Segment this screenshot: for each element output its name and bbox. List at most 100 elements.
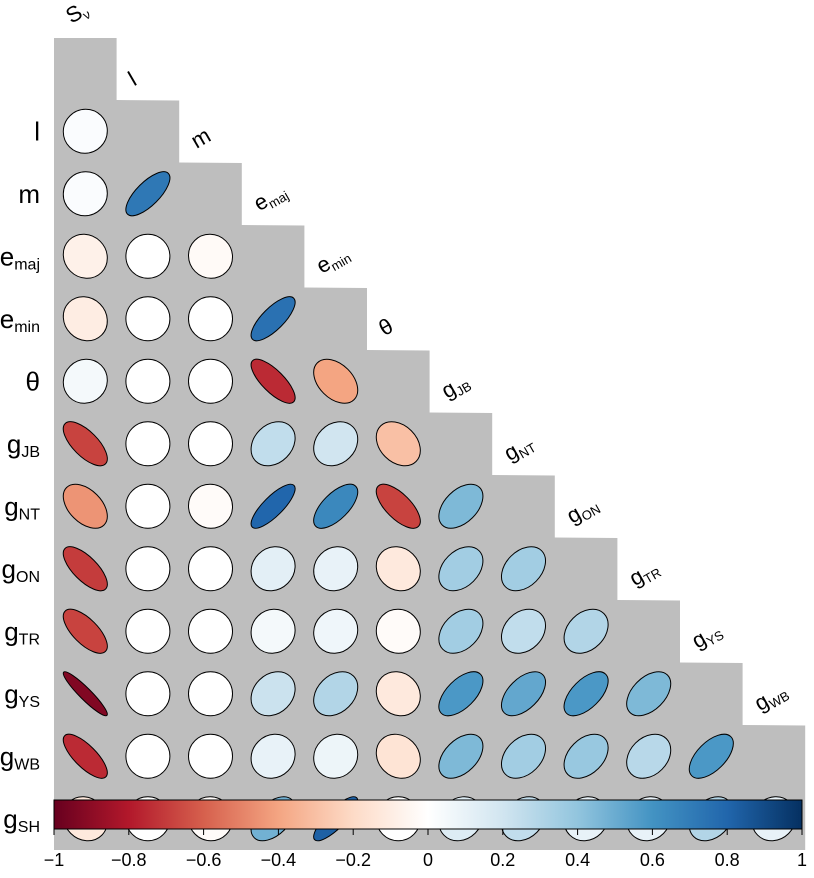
correlation-ellipse-gtr-s bbox=[62, 608, 108, 654]
correlation-ellipse-emaj-l bbox=[125, 233, 171, 279]
correlation-ellipse-emin-m bbox=[188, 296, 233, 342]
correlation-ellipse-gtr-gjb bbox=[438, 608, 484, 654]
correlation-ellipse-m-l bbox=[125, 171, 171, 217]
column-label: gWB bbox=[750, 678, 792, 718]
correlation-ellipse-gon-emin bbox=[313, 546, 359, 592]
column-label: emaj bbox=[249, 178, 291, 218]
correlation-ellipse-gtr-gon bbox=[563, 608, 609, 654]
correlation-cells bbox=[62, 108, 797, 842]
correlation-ellipse-gjb-emin bbox=[313, 421, 359, 467]
row-label: gNT bbox=[4, 491, 40, 523]
row-label: gWB bbox=[0, 741, 40, 773]
row-label: gYS bbox=[4, 679, 40, 711]
correlation-ellipse-gys-s bbox=[62, 671, 108, 717]
correlation-ellipse-gnt-s bbox=[62, 483, 108, 529]
correlation-ellipse-gys-gnt bbox=[500, 671, 546, 717]
colorbar-tick-label: 1 bbox=[797, 850, 807, 870]
correlation-ellipse-theta-emin bbox=[313, 358, 359, 404]
colorbar-tick-label: 0.2 bbox=[490, 850, 515, 870]
colorbar-tick-label: −0.6 bbox=[186, 850, 222, 870]
correlation-ellipse-gjb-l bbox=[125, 421, 171, 467]
colorbar bbox=[53, 799, 803, 830]
correlation-ellipse-gnt-emin bbox=[313, 483, 359, 529]
correlation-ellipse-gwb-gys bbox=[688, 733, 734, 779]
correlation-ellipse-gon-m bbox=[188, 546, 233, 592]
column-label: θ bbox=[374, 313, 397, 341]
correlation-ellipse-gon-gjb bbox=[438, 546, 484, 592]
correlation-ellipse-gon-emaj bbox=[250, 546, 296, 592]
correlation-ellipse-gnt-theta bbox=[375, 483, 421, 529]
row-label: gSH bbox=[3, 804, 40, 836]
correlation-ellipse-gys-gtr bbox=[626, 671, 672, 717]
correlation-ellipse-gwb-s bbox=[62, 733, 108, 779]
correlation-ellipse-gys-emin bbox=[313, 671, 359, 717]
column-label: gJB bbox=[437, 368, 474, 405]
row-label: l bbox=[34, 116, 40, 146]
correlation-ellipse-emin-l bbox=[125, 296, 171, 342]
row-label: m bbox=[18, 179, 40, 209]
row-labels: l m emaj emin θ gJB gNT gON gTR gYS gWB gSH bbox=[0, 116, 40, 836]
correlation-ellipse-gys-gon bbox=[563, 671, 609, 717]
correlation-ellipse-gnt-emaj bbox=[250, 483, 296, 529]
correlation-ellipse-gon-gnt bbox=[501, 546, 547, 592]
correlation-ellipse-theta-m bbox=[188, 358, 233, 404]
correlation-ellipse-l-s bbox=[62, 108, 108, 154]
row-label: gON bbox=[2, 554, 40, 586]
colorbar-tick-label: −0.2 bbox=[335, 850, 371, 870]
correlation-ellipse-m-s bbox=[62, 171, 108, 217]
colorbar-tick-label: −1 bbox=[44, 850, 65, 870]
colorbar-ticks: −1 −0.8 −0.6 −0.4 −0.2 0 0.2 0.4 0.6 0.8 1 bbox=[44, 829, 807, 870]
correlation-ellipse-gtr-theta bbox=[375, 608, 421, 654]
correlation-ellipse-theta-emaj bbox=[250, 358, 296, 404]
correlation-ellipse-gys-gjb bbox=[438, 671, 484, 717]
correlation-ellipse-gjb-m bbox=[188, 421, 233, 467]
correlation-ellipse-gtr-m bbox=[188, 608, 233, 654]
correlation-ellipse-gwb-gon bbox=[563, 733, 609, 779]
correlation-ellipse-gwb-l bbox=[125, 733, 171, 779]
correlation-ellipse-gwb-emaj bbox=[250, 733, 296, 779]
correlation-ellipse-gwb-emin bbox=[313, 733, 359, 779]
correlation-ellipse-gjb-emaj bbox=[250, 421, 296, 467]
correlation-ellipse-gtr-emaj bbox=[250, 608, 296, 654]
correlation-ellipse-theta-s bbox=[62, 358, 108, 404]
correlation-ellipse-gys-m bbox=[188, 671, 233, 717]
colorbar-tick-label: −0.8 bbox=[111, 850, 147, 870]
correlation-ellipse-emin-s bbox=[62, 296, 108, 342]
correlation-ellipse-gwb-m bbox=[188, 733, 233, 779]
grid-background bbox=[54, 38, 806, 850]
correlation-ellipse-gwb-gtr bbox=[626, 733, 672, 779]
colorbar-tick-label: −0.4 bbox=[261, 850, 297, 870]
correlation-ellipse-gnt-l bbox=[125, 483, 171, 529]
correlation-ellipse-theta-l bbox=[125, 358, 171, 404]
correlation-ellipse-gys-theta bbox=[375, 671, 421, 717]
correlation-ellipse-emaj-m bbox=[188, 233, 234, 279]
row-label: gJB bbox=[7, 429, 40, 461]
correlation-ellipse-gtr-gnt bbox=[501, 608, 547, 654]
row-label: emaj bbox=[0, 241, 40, 273]
correlation-ellipse-gon-s bbox=[62, 546, 108, 592]
correlation-ellipse-emin-emaj bbox=[250, 296, 296, 342]
colorbar-tick-label: 0.4 bbox=[565, 850, 590, 870]
correlation-ellipse-gjb-theta bbox=[375, 421, 421, 467]
colorbar-tick-label: 0 bbox=[423, 850, 433, 870]
column-label: l bbox=[124, 67, 141, 91]
correlation-ellipse-gnt-m bbox=[188, 483, 234, 529]
column-label: gTR bbox=[625, 554, 664, 592]
correlation-ellipse-gon-theta bbox=[375, 546, 421, 592]
correlation-ellipse-gwb-gnt bbox=[501, 733, 547, 779]
correlation-ellipse-gtr-l bbox=[125, 608, 171, 654]
correlation-ellipse-gwb-theta bbox=[375, 733, 421, 779]
row-label: θ bbox=[26, 366, 40, 396]
correlation-ellipse-gys-emaj bbox=[250, 671, 296, 717]
correlation-ellipse-gwb-gjb bbox=[438, 733, 484, 779]
colorbar-tick-label: 0.6 bbox=[640, 850, 665, 870]
correlation-ellipse-emaj-s bbox=[62, 233, 108, 279]
correlation-ellipse-gys-l bbox=[125, 671, 171, 717]
colorbar-bar bbox=[53, 799, 803, 830]
column-label: gYS bbox=[687, 617, 726, 655]
column-label: gON bbox=[562, 491, 603, 530]
colorbar-tick-label: 0.8 bbox=[715, 850, 740, 870]
correlation-ellipse-gtr-emin bbox=[313, 608, 359, 654]
column-label: Sν bbox=[61, 0, 93, 30]
